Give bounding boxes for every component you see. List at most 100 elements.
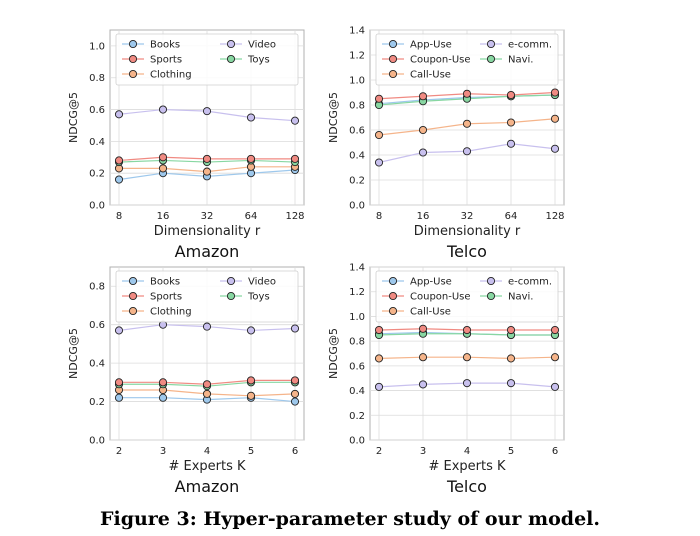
data-point [246, 326, 256, 335]
chart-panel-3: 0.0 0.2 0.4 0.6 0.8 2 3 4 5 6 # Experts K NDCG@5 Ama… [67, 266, 305, 496]
legend-item-toys: Toys [220, 292, 270, 303]
x-tick-label: 64 [505, 211, 518, 222]
data-point [158, 378, 168, 387]
data-point [114, 326, 124, 335]
y-tick-label: 0.6 [349, 126, 365, 137]
chart-title: Telco [446, 477, 487, 496]
data-point [550, 382, 560, 391]
x-tick-label: 32 [201, 211, 214, 222]
x-axis-label: # Experts K [168, 459, 246, 474]
y-tick-label: 1.0 [89, 41, 105, 52]
legend-marker [128, 69, 138, 79]
data-point [506, 139, 516, 148]
chart-title: Amazon [175, 242, 240, 261]
y-tick-label: 1.4 [349, 263, 365, 274]
legend-marker [388, 306, 398, 316]
chart-title: Amazon [175, 477, 240, 496]
data-point [506, 379, 516, 388]
x-tick-label: 128 [285, 211, 304, 222]
data-point [158, 153, 168, 162]
x-tick-label: 4 [204, 446, 210, 457]
x-tick-label: 64 [245, 211, 258, 222]
data-point [158, 393, 168, 402]
x-axis-label: Dimensionality r [154, 224, 261, 239]
legend: Books Sports Clothing Video Toys [115, 33, 299, 86]
legend-marker [226, 39, 236, 49]
data-point [374, 158, 384, 167]
y-tick-label: 0.8 [89, 282, 105, 293]
chart-panel-2: 0.0 0.2 0.4 0.6 0.8 1.0 1.2 1.4 8 16 32 64 128 Dimens… [327, 26, 565, 262]
x-tick-label: 3 [420, 446, 426, 457]
legend-item-app-use: App-Use [382, 277, 452, 288]
data-point [158, 164, 168, 173]
legend-item-call-use: Call-Use [382, 307, 451, 318]
data-point [202, 167, 212, 176]
legend-label: Sports [150, 55, 182, 66]
data-point [114, 110, 124, 119]
legend-item-e-comm: e-comm. [480, 40, 552, 51]
data-point [462, 353, 472, 362]
series-sports [114, 376, 300, 389]
legend: Books Sports Clothing Video Toys [115, 270, 299, 323]
legend-item-video: Video [220, 40, 276, 51]
data-point [114, 378, 124, 387]
data-point [418, 125, 428, 135]
chart-title: Telco [446, 242, 487, 261]
legend-item-video: Video [220, 277, 276, 288]
data-point [290, 116, 300, 125]
legend-marker [128, 291, 138, 301]
legend-item-sports: Sports [122, 55, 182, 66]
data-point [202, 107, 212, 116]
legend-item-call-use: Call-Use [382, 70, 451, 81]
x-tick-label: 2 [376, 446, 382, 457]
figure-caption: Figure 3: Hyper-parameter study of our m… [99, 508, 600, 530]
legend-label: Call-Use [410, 307, 451, 318]
y-tick-label: 0.4 [89, 137, 105, 148]
data-point [506, 90, 516, 100]
data-point [374, 130, 384, 140]
y-tick-label: 0.8 [89, 73, 105, 84]
y-tick-label: 0.4 [349, 151, 365, 162]
y-tick-label: 0.2 [349, 176, 365, 187]
legend-item-e-comm: e-comm. [480, 277, 552, 288]
legend-label: Video [248, 277, 276, 288]
data-point [246, 154, 256, 163]
legend-item-navi: Navi. [480, 292, 533, 303]
chart-panel-1: 0.0 0.2 0.4 0.6 0.8 1.0 8 16 32 64 128 Dimensionali… [67, 29, 305, 261]
y-tick-label: 0.2 [89, 397, 105, 408]
y-tick-label: 0.0 [89, 201, 105, 212]
data-point [550, 353, 560, 362]
data-point [290, 154, 300, 163]
y-tick-label: 0.0 [89, 436, 105, 447]
data-point [418, 380, 428, 389]
legend-marker [388, 39, 398, 49]
data-point [202, 154, 212, 163]
legend-marker [128, 54, 138, 64]
legend: App-Use Coupon-Use Call-Use e-comm. Navi. [375, 33, 559, 86]
x-axis-label: Dimensionality r [414, 224, 521, 239]
y-tick-label: 1.2 [349, 51, 365, 62]
legend-item-clothing: Clothing [122, 307, 192, 318]
legend-marker [128, 276, 138, 286]
legend-label: e-comm. [508, 40, 552, 51]
legend-marker [128, 39, 138, 49]
series-video [114, 320, 300, 335]
x-tick-label: 8 [116, 211, 122, 222]
y-tick-label: 0.8 [349, 337, 365, 348]
data-point [506, 354, 516, 363]
x-tick-label: 16 [417, 211, 430, 222]
y-tick-label: 0.0 [349, 436, 365, 447]
legend-item-app-use: App-Use [382, 40, 452, 51]
legend-item-navi: Navi. [480, 55, 533, 66]
y-axis-label: NDCG@5 [67, 92, 80, 143]
data-point [246, 391, 256, 400]
data-point [202, 380, 212, 389]
legend-marker [388, 276, 398, 286]
y-tick-label: 0.6 [349, 361, 365, 372]
legend-label: App-Use [410, 277, 452, 288]
legend-marker [486, 39, 496, 49]
legend-label: Navi. [508, 292, 533, 303]
legend-label: App-Use [410, 40, 452, 51]
data-point [374, 94, 384, 103]
series-e-comm [374, 139, 560, 167]
